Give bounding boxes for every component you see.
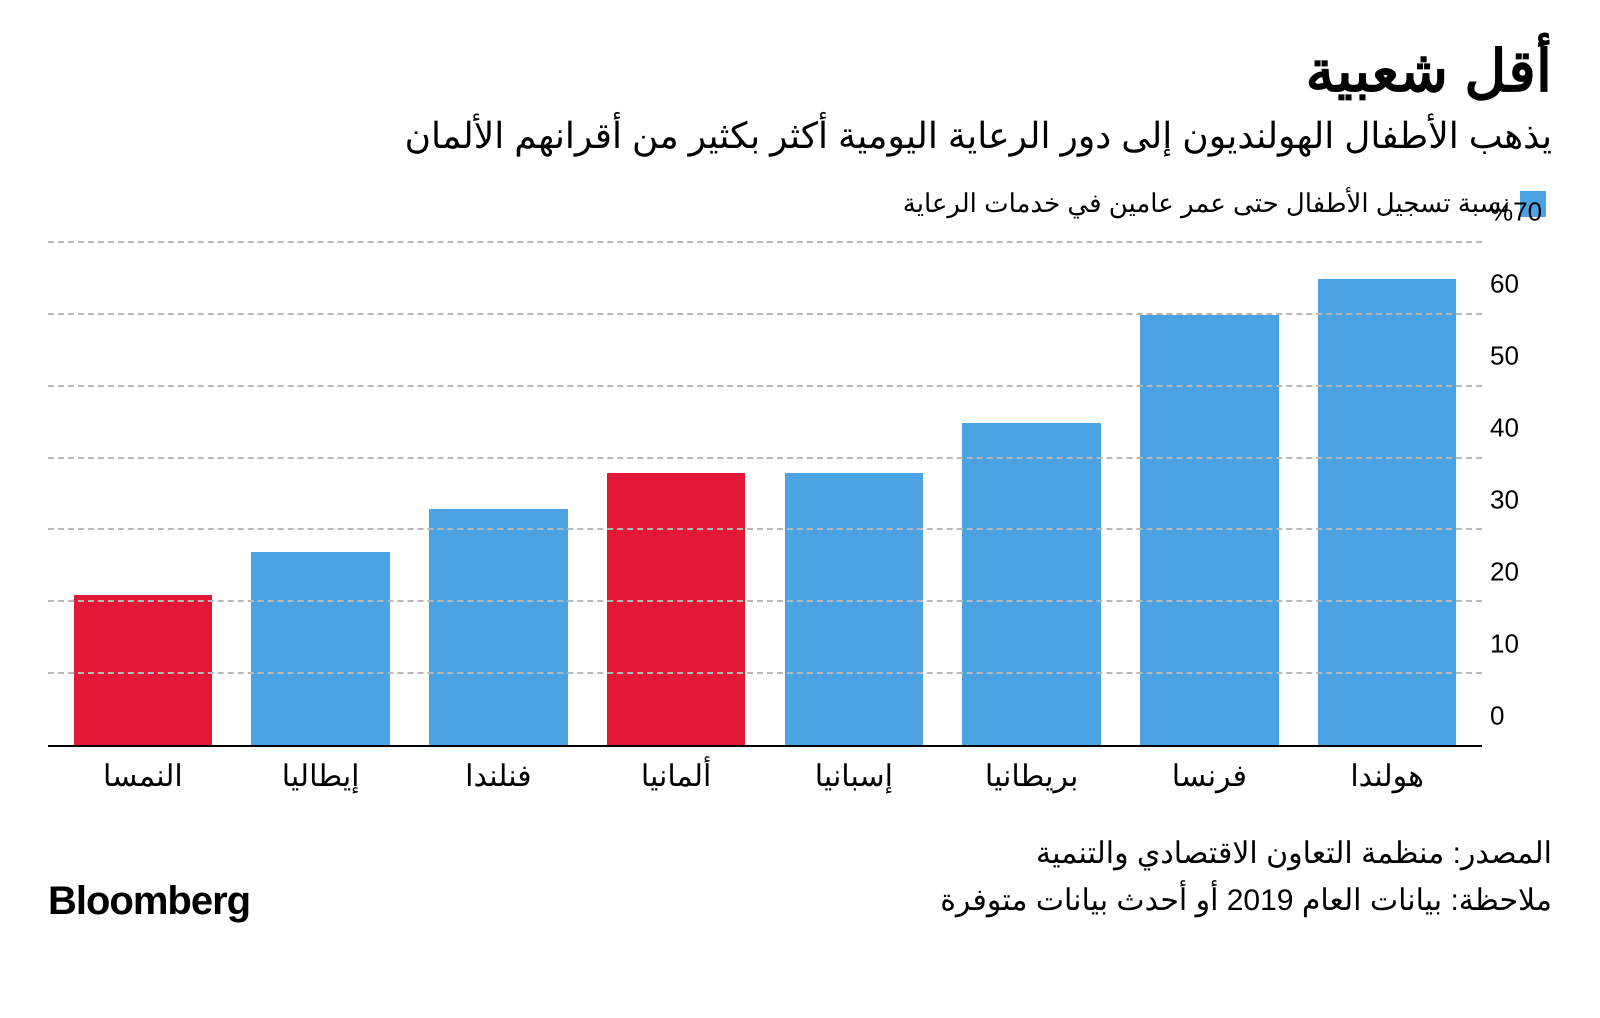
bar (962, 423, 1101, 746)
chart-footer: المصدر: منظمة التعاون الاقتصادي والتنمية… (48, 831, 1552, 924)
grid-line (48, 241, 1482, 243)
y-tick: 60 (1482, 269, 1552, 300)
grid-line (48, 385, 1482, 387)
grid-line (48, 313, 1482, 315)
grid-line (48, 457, 1482, 459)
grid-line (48, 528, 1482, 530)
x-label: إسبانيا (765, 751, 943, 803)
x-label: بريطانيا (943, 751, 1121, 803)
bar-slot (765, 243, 943, 745)
legend-label: نسبة تسجيل الأطفال حتى عمر عامين في خدما… (903, 188, 1510, 219)
bar-slot (1121, 243, 1299, 745)
chart-subtitle: يذهب الأطفال الهولنديون إلى دور الرعاية … (48, 112, 1552, 161)
x-label: فرنسا (1121, 751, 1299, 803)
bar-slot (587, 243, 765, 745)
y-axis: 0102030405060%70 (1482, 243, 1552, 747)
legend: نسبة تسجيل الأطفال حتى عمر عامين في خدما… (48, 188, 1552, 219)
x-label: إيطاليا (232, 751, 410, 803)
bar-slot (54, 243, 232, 745)
x-label: النمسا (54, 751, 232, 803)
plot-area (48, 243, 1482, 747)
chart-title: أقل شعبية (48, 40, 1552, 104)
y-tick: 0 (1482, 701, 1552, 732)
bar (607, 473, 746, 746)
bar (1318, 279, 1457, 745)
y-tick: 30 (1482, 485, 1552, 516)
y-tick: 20 (1482, 557, 1552, 588)
note-line: ملاحظة: بيانات العام 2019 أو أحدث بيانات… (940, 878, 1552, 925)
bar-slot (410, 243, 588, 745)
footer-notes: المصدر: منظمة التعاون الاقتصادي والتنمية… (940, 831, 1552, 924)
bar-slot (943, 243, 1121, 745)
y-tick: 50 (1482, 341, 1552, 372)
bar-chart: 0102030405060%70 هولندافرنسابريطانياإسبا… (48, 243, 1552, 803)
bar (251, 552, 390, 746)
x-axis-labels: هولندافرنسابريطانياإسبانياألمانيافنلنداإ… (48, 751, 1482, 803)
bars-container (48, 243, 1482, 745)
bar (74, 595, 213, 746)
y-tick: %70 (1482, 197, 1552, 228)
x-label: ألمانيا (587, 751, 765, 803)
grid-line (48, 672, 1482, 674)
y-tick: 10 (1482, 629, 1552, 660)
bar-slot (232, 243, 410, 745)
grid-line (48, 600, 1482, 602)
source-line: المصدر: منظمة التعاون الاقتصادي والتنمية (940, 831, 1552, 878)
y-tick: 40 (1482, 413, 1552, 444)
x-label: فنلندا (410, 751, 588, 803)
bar (785, 473, 924, 746)
brand-logo: Bloomberg (48, 879, 250, 924)
x-label: هولندا (1298, 751, 1476, 803)
bar (1140, 315, 1279, 745)
bar (429, 509, 568, 746)
bar-slot (1298, 243, 1476, 745)
